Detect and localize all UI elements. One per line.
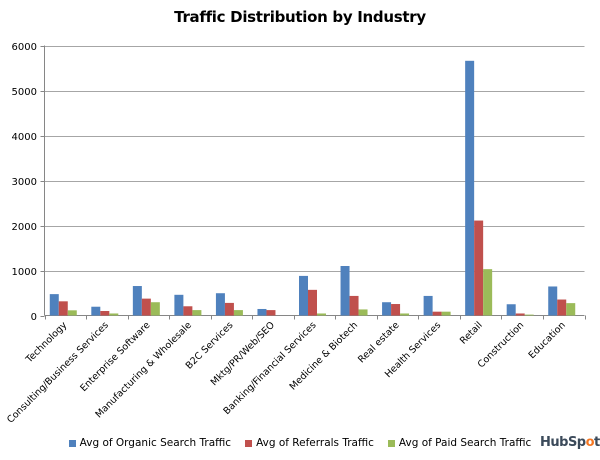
bar <box>358 309 368 316</box>
bar <box>391 304 401 316</box>
sprocket-icon: o <box>585 435 595 450</box>
bar <box>432 311 442 316</box>
hubspot-logo: HubSpot <box>540 435 600 450</box>
y-tick-label: 6000 <box>12 42 37 53</box>
y-tick-label: 4000 <box>12 132 37 143</box>
bars <box>49 60 576 316</box>
bar <box>548 286 558 316</box>
bar <box>150 302 160 316</box>
bar <box>100 311 110 316</box>
legend-swatch <box>245 439 253 447</box>
bar <box>515 313 525 316</box>
legend-label: Avg of Paid Search Traffic <box>398 437 532 449</box>
chart-title: Traffic Distribution by Industry <box>174 8 426 26</box>
bar <box>441 311 451 316</box>
x-tick-label: Education <box>527 320 568 361</box>
legend-item: Avg of Paid Search Traffic <box>387 437 532 449</box>
bar <box>524 314 534 316</box>
y-tick-label: 5000 <box>12 87 37 98</box>
bar <box>382 302 392 316</box>
y-tick-label: 2000 <box>12 222 37 233</box>
legend-label: Avg of Organic Search Traffic <box>79 437 232 449</box>
bar <box>317 313 326 316</box>
x-tick-label: Retail <box>458 320 485 347</box>
bar <box>257 308 267 316</box>
legend-item: Avg of Organic Search Traffic <box>68 437 232 449</box>
y-tick-label: 0 <box>31 312 37 323</box>
logo-text: HubSp <box>540 435 586 450</box>
x-tick-label: Medicine & Biotech <box>288 320 361 393</box>
bar <box>58 301 68 316</box>
x-tick-label: Real estate <box>356 320 402 366</box>
legend-item: Avg of Referrals Traffic <box>245 437 374 449</box>
labels: 0100020003000400050006000TechnologyConsu… <box>5 42 568 426</box>
bar <box>483 269 493 316</box>
bar <box>183 306 193 316</box>
bar <box>109 313 119 316</box>
bar <box>349 295 359 316</box>
bar <box>266 310 276 316</box>
bar <box>465 60 475 316</box>
legend-swatch <box>68 439 76 447</box>
y-tick-label: 1000 <box>12 267 37 278</box>
x-tick-label: Enterprise Software <box>78 320 152 394</box>
legend-label: Avg of Referrals Traffic <box>256 437 374 449</box>
bar <box>132 286 142 316</box>
bar <box>557 299 567 316</box>
bar <box>233 310 243 316</box>
bar <box>299 275 308 316</box>
bar <box>400 313 410 316</box>
gridlines <box>44 46 585 272</box>
bar <box>340 266 350 316</box>
bar <box>308 289 317 316</box>
bar <box>141 298 151 316</box>
bar <box>423 295 433 316</box>
bar <box>474 220 484 316</box>
axes <box>40 45 586 320</box>
legend: Avg of Organic Search Traffic Avg of Refe… <box>0 437 600 449</box>
bar <box>566 303 576 316</box>
bar <box>224 302 234 316</box>
bar <box>192 310 202 316</box>
bar <box>506 304 516 316</box>
bar <box>174 294 184 316</box>
legend-swatch <box>387 439 395 447</box>
bar <box>91 306 101 316</box>
bar <box>67 310 77 316</box>
y-tick-label: 3000 <box>12 177 37 188</box>
logo-text-end: t <box>594 435 600 450</box>
bar <box>215 293 225 316</box>
bar <box>49 294 59 316</box>
